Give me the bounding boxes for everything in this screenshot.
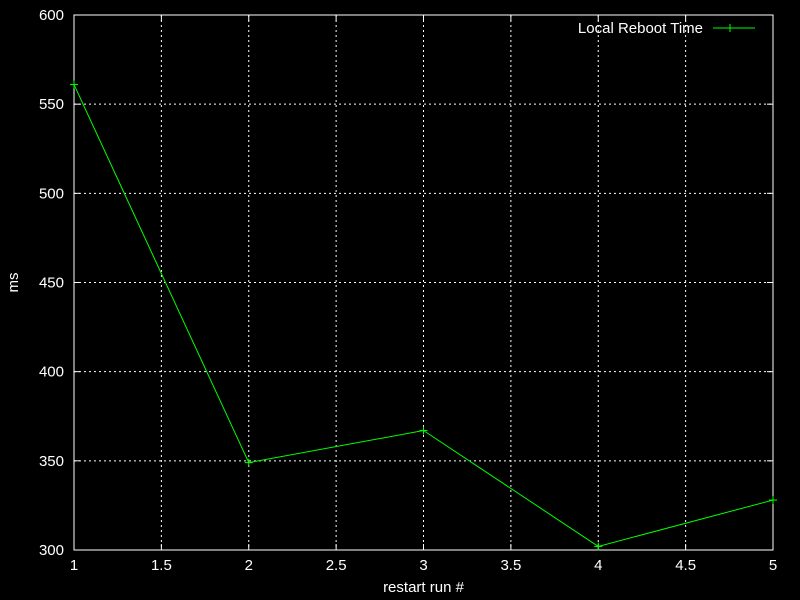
x-axis-tick-labels: 1 1.5 2 2.5 3 3.5 4 4.5 5 (70, 557, 777, 574)
y-axis-title: ms (5, 273, 22, 293)
y-tick-label: 550 (39, 96, 64, 113)
data-point-marker (594, 542, 603, 551)
x-tick-label: 3 (419, 557, 427, 574)
x-tick-label: 4 (594, 557, 602, 574)
data-point-marker (244, 458, 253, 467)
x-tick-label: 3.5 (500, 557, 521, 574)
y-tick-label: 350 (39, 453, 64, 470)
y-axis-tick-labels: 300 350 400 450 500 550 600 (39, 7, 64, 559)
data-point-marker (769, 496, 777, 505)
x-tick-label: 2 (245, 557, 253, 574)
series-layer (70, 80, 777, 551)
legend-label: Local Reboot Time (578, 20, 703, 37)
y-tick-label: 300 (39, 542, 64, 559)
x-tick-label: 4.5 (675, 557, 696, 574)
legend: Local Reboot Time (578, 20, 755, 37)
x-axis-title: restart run # (383, 579, 465, 596)
y-tick-label: 600 (39, 7, 64, 24)
legend-swatch (713, 24, 755, 32)
y-tick-label: 500 (39, 185, 64, 202)
x-tick-label: 2.5 (326, 557, 347, 574)
x-tick-label: 5 (769, 557, 777, 574)
data-point-marker (419, 426, 428, 435)
data-point-marker (70, 80, 78, 89)
y-tick-label: 400 (39, 364, 64, 381)
x-tick-label: 1.5 (151, 557, 172, 574)
y-tick-label: 450 (39, 275, 64, 292)
grid-lines (74, 15, 773, 550)
x-tick-label: 1 (70, 557, 78, 574)
